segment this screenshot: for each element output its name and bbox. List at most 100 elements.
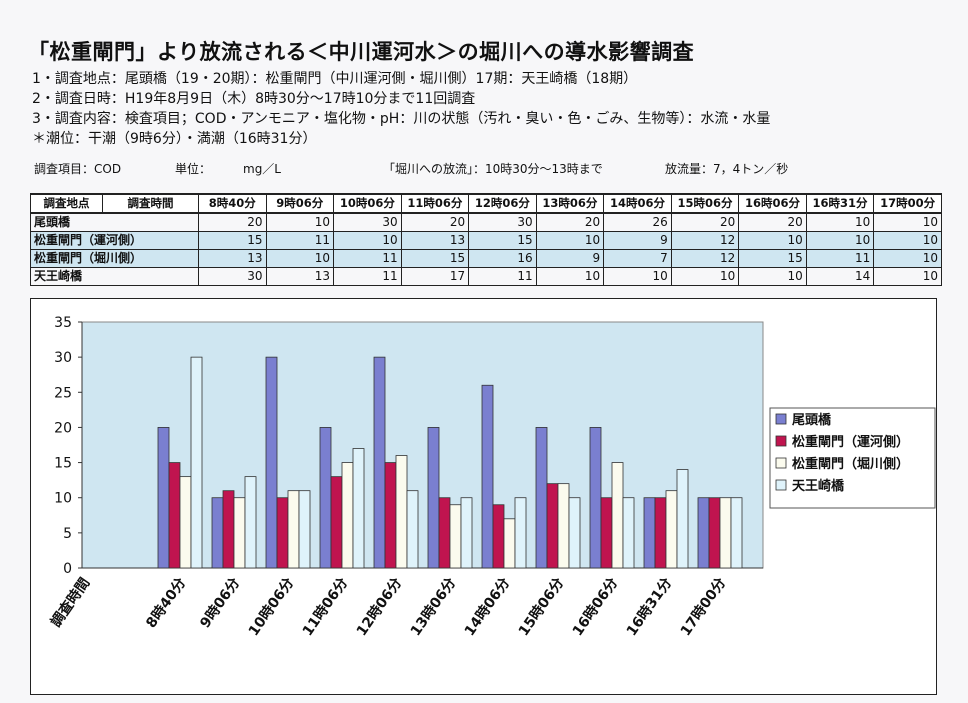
table-cell: 10 [670,267,740,286]
bar [611,462,624,569]
table-cell: 20 [198,212,267,232]
bar [373,356,386,569]
table-cell: 11 [265,231,335,250]
table-cell: 7 [603,249,672,268]
bar [168,462,181,569]
legend-label: 松重閘門（堀川側） [792,456,909,472]
bar [352,448,365,569]
legend-label: 天王崎橋 [792,478,845,494]
table-row: 天王崎橋 30 13 11 17 11 10 10 10 10 14 10 [30,267,942,286]
row-label: 天王崎橋 [30,267,199,286]
flow-rate: 放流量：7，4トン／秒 [665,162,789,176]
table-cell: 30 [198,267,267,286]
bar [654,497,667,569]
table-cell: 15 [468,231,537,250]
time-header: 13時06分 [535,193,605,214]
table-cell: 15 [738,249,807,268]
bar [503,518,516,569]
table-cell: 10 [265,249,335,268]
legend-swatch [775,413,787,425]
bar [546,483,559,569]
table-cell: 11 [333,267,402,286]
table-header-row: 調査地点 調査時間 8時40分 9時06分 10時06分 11時06分 12時0… [30,193,942,214]
bar [460,497,473,569]
bar [384,462,397,569]
row-label: 松重閘門（運河側） [30,231,199,250]
table-cell: 15 [400,249,470,268]
table-row: 松重閘門（堀川側） 13 10 11 15 16 9 7 12 15 11 10 [30,249,942,268]
table-cell: 10 [333,231,402,250]
table-cell: 10 [805,231,875,250]
table-cell: 10 [535,231,605,250]
table-cell: 20 [400,212,470,232]
bar [568,497,581,569]
bar [244,476,257,569]
bar [557,483,570,569]
legend-label: 尾頭橋 [792,412,832,428]
y-tick-label: 30 [54,350,72,366]
bar [600,497,613,569]
table-cell: 10 [738,267,807,286]
bar [319,427,332,569]
bar [233,497,246,569]
time-header: 17時00分 [873,193,942,214]
table-cell: 13 [400,231,470,250]
bar [665,490,678,569]
info-line-3: 3・調査内容：検査項目；COD・アンモニア・塩化物・pH：川の状態（汚れ・臭い・… [32,111,771,127]
table-row: 松重閘門（運河側） 15 11 10 13 15 10 9 12 10 10 10 [30,231,942,250]
time-header: 11時06分 [400,193,470,214]
table-cell: 13 [265,267,335,286]
time-header: 12時06分 [468,193,537,214]
time-header: 8時40分 [198,193,267,214]
table-cell: 10 [265,212,335,232]
y-tick-label: 35 [54,315,72,331]
bar [492,504,505,569]
y-tick-label: 25 [54,385,72,401]
bar [276,497,289,569]
table-cell: 17 [400,267,470,286]
bar [514,497,527,569]
info-line-2: 2・調査日時：H19年8月9日（木）8時30分～17時10分まで11回調査 [32,91,476,107]
bar [643,497,656,569]
bar [676,469,689,569]
bar [190,356,203,569]
table-cell: 10 [535,267,605,286]
row-label: 尾頭橋 [30,212,199,232]
bar [730,497,743,569]
legend-swatch [775,457,787,469]
table-cell: 9 [535,249,605,268]
bar [708,497,721,569]
table-row: 尾頭橋 20 10 30 20 30 20 26 20 20 10 10 [30,212,942,232]
bar [589,427,602,569]
table-cell: 26 [603,212,672,232]
table-cell: 12 [670,249,740,268]
release-window: 「堀川への放流」：10時30分～13時まで [383,162,603,176]
bar [535,427,548,569]
table-cell: 10 [873,249,942,268]
table-cell: 20 [670,212,740,232]
bar [481,384,494,569]
table-cell: 11 [805,249,875,268]
bar [622,497,635,569]
bar [719,497,732,569]
table-cell: 9 [603,231,672,250]
unit-value: mg／L [243,162,281,176]
table-cell: 13 [198,249,267,268]
header-time: 調査時間 [102,193,199,214]
bar [697,497,710,569]
bar [438,497,451,569]
y-tick-label: 10 [54,491,72,507]
y-tick-label: 15 [54,456,72,472]
time-header: 10時06分 [333,193,402,214]
bar [298,490,311,569]
table-cell: 11 [468,267,537,286]
table-cell: 20 [738,212,807,232]
legend-swatch [775,479,787,491]
table-cell: 10 [873,212,942,232]
bar [222,490,235,569]
table-cell: 10 [738,231,807,250]
time-header: 9時06分 [265,193,335,214]
bar [406,490,419,569]
data-table: 調査地点 調査時間 8時40分 9時06分 10時06分 11時06分 12時0… [30,193,942,286]
